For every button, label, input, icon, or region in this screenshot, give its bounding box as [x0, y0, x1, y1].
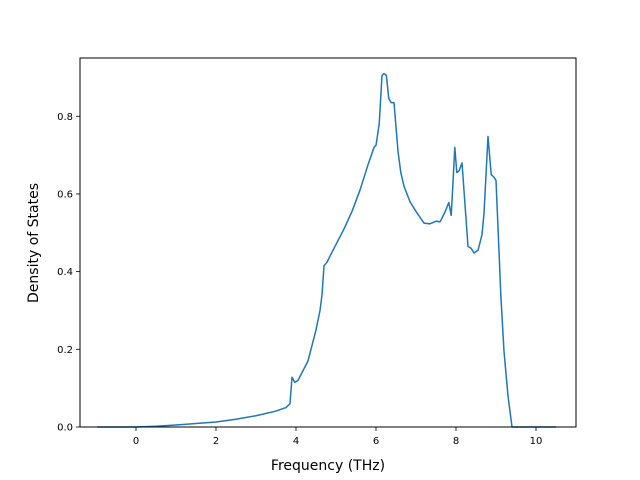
x-tick-label: 10: [530, 436, 543, 447]
y-tick-label: 0.0: [57, 423, 73, 434]
y-tick-label: 0.8: [57, 112, 73, 123]
y-axis-label: Density of States: [26, 183, 42, 303]
series-line-0: [97, 72, 556, 428]
x-tick-label: 0: [133, 436, 139, 447]
y-tick-label: 0.6: [57, 189, 73, 200]
x-axis-label: Frequency (THz): [271, 458, 385, 474]
y-tick-label: 0.2: [57, 345, 73, 356]
plot-background: [80, 58, 576, 427]
plot-frame: [79, 57, 577, 428]
y-tick-label: 0.4: [57, 267, 73, 278]
ticks-layer: 0 2 4 6 8 10 0.0 0.2 0.4 0.6 0.8: [57, 112, 542, 447]
x-tick-label: 2: [213, 436, 219, 447]
x-tick-label: 4: [293, 436, 299, 447]
x-tick-label: 6: [373, 436, 379, 447]
x-tick-label: 8: [453, 436, 459, 447]
series-layer: [97, 72, 556, 428]
